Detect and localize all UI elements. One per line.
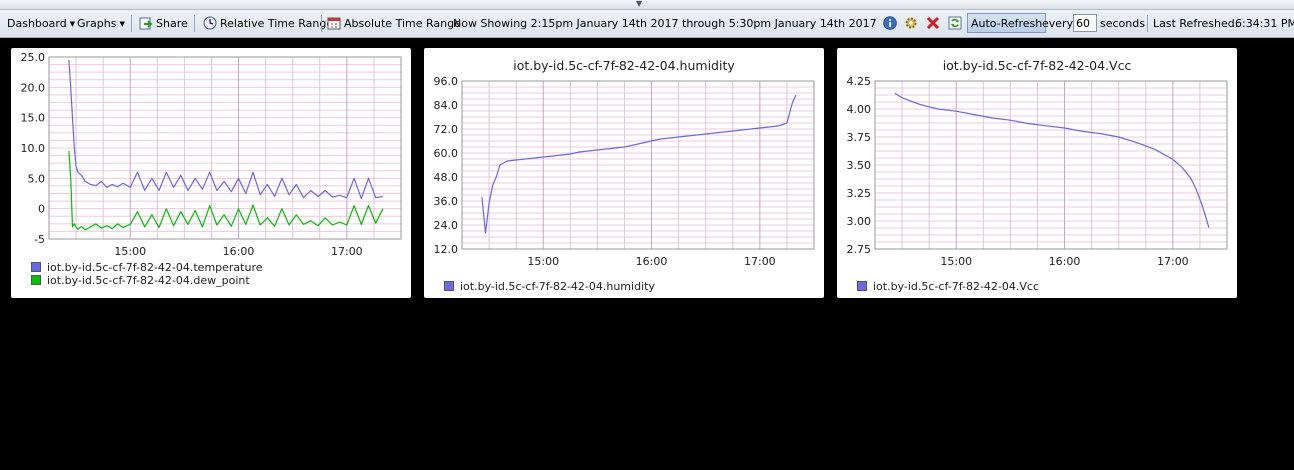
absolute-time-range-label: Absolute Time Range: [344, 17, 461, 30]
graph-panel-humidity[interactable]: 96.0 84.0 72.0 60.0 48.0 36.0 24.0 12.0 15:00 16:…: [424, 48, 824, 298]
graphs-menu-label: Graphs: [77, 17, 117, 30]
share-button[interactable]: Share: [139, 10, 188, 37]
legend-item[interactable]: iot.by-id.5c-cf-7f-82-42-04.Vcc: [857, 280, 1039, 293]
y-tick-label: 3.25: [847, 187, 872, 200]
y-tick-label: 96.0: [434, 75, 459, 88]
gear-icon: [904, 13, 918, 29]
legend-label: iot.by-id.5c-cf-7f-82-42-04.dew_point: [47, 274, 250, 287]
refresh-interval-input[interactable]: [1073, 14, 1097, 32]
dropdown-caret-icon: ▼: [119, 20, 125, 28]
info-icon: [883, 13, 897, 30]
y-tick-label: 60.0: [434, 147, 459, 160]
every-label: every: [1042, 17, 1074, 30]
legend-swatch: [31, 262, 41, 272]
refresh-button[interactable]: [948, 10, 965, 37]
relative-time-range-button[interactable]: Relative Time Range: [203, 10, 333, 37]
y-tick-label: 3.75: [847, 131, 872, 144]
toolbar: Dashboard ▼ Graphs ▼ Share Relative Time R…: [0, 10, 1294, 38]
refresh-icon: [948, 13, 962, 30]
info-button[interactable]: [883, 10, 900, 37]
y-tick-label: 48.0: [434, 171, 459, 184]
y-tick-label: 5.0: [28, 172, 46, 185]
graphs-menu[interactable]: Graphs ▼: [77, 10, 125, 37]
x-tick-label: 16:00: [636, 255, 668, 268]
calendar-icon: [327, 13, 341, 30]
vcc-chart[interactable]: 4.25 4.00 3.75 3.50 3.25 3.00 2.75 15:00 16:00 17…: [837, 48, 1237, 298]
x-tick-label: 17:00: [1157, 255, 1189, 268]
settings-button[interactable]: [904, 10, 921, 37]
toolbar-separator: [194, 15, 195, 32]
share-icon: [139, 13, 153, 30]
toolbar-separator: [321, 15, 322, 32]
dashboard-menu[interactable]: Dashboard ▼: [7, 10, 75, 37]
graph-panel-vcc[interactable]: 4.25 4.00 3.75 3.50 3.25 3.00 2.75 15:00 16:00 17…: [837, 48, 1237, 298]
plot-area: [48, 56, 402, 240]
dashboard-menu-label: Dashboard: [7, 17, 67, 30]
auto-refresh-toggle[interactable]: Auto-Refresh: [967, 13, 1047, 33]
chart-legend: iot.by-id.5c-cf-7f-82-42-04.humidity: [444, 280, 655, 293]
collapse-handle-icon[interactable]: ▼: [636, 0, 643, 8]
x-tick-label: 17:00: [331, 245, 363, 258]
legend-item[interactable]: iot.by-id.5c-cf-7f-82-42-04.humidity: [444, 280, 655, 293]
legend-label: iot.by-id.5c-cf-7f-82-42-04.humidity: [460, 280, 655, 293]
x-tick-label: 17:00: [744, 255, 776, 268]
y-tick-label: 36.0: [434, 195, 459, 208]
y-tick-label: 4.25: [847, 75, 872, 88]
last-refreshed-label: Last Refreshed:: [1153, 17, 1239, 30]
last-refreshed-value: 6:34:31 PM: [1235, 17, 1294, 30]
y-tick-label: 15.0: [21, 112, 46, 125]
plot-area: [461, 80, 815, 250]
chart-legend: iot.by-id.5c-cf-7f-82-42-04.Vcc: [857, 280, 1039, 293]
legend-label: iot.by-id.5c-cf-7f-82-42-04.temperature: [47, 261, 263, 274]
series-line[interactable]: [894, 92, 1210, 228]
x-tick-label: 16:00: [223, 245, 255, 258]
x-tick-label: 15:00: [527, 255, 559, 268]
temperature-chart[interactable]: 25.0 20.0 15.0 10.0 5.0 0 -5 15:00 16:00 17:00: [11, 48, 411, 298]
legend-item[interactable]: iot.by-id.5c-cf-7f-82-42-04.temperature: [31, 261, 263, 274]
y-tick-label: 3.00: [847, 215, 872, 228]
series-line[interactable]: [481, 94, 797, 234]
toolbar-separator: [131, 15, 132, 32]
y-tick-label: 25.0: [21, 51, 46, 64]
chart-title: iot.by-id.5c-cf-7f-82-42-04.humidity: [513, 58, 735, 73]
legend-swatch: [444, 281, 454, 291]
plot-area: [874, 80, 1228, 250]
graph-panel-temperature[interactable]: 25.0 20.0 15.0 10.0 5.0 0 -5 15:00 16:00 17:00 io…: [11, 48, 411, 298]
delete-button[interactable]: [926, 10, 943, 37]
relative-time-range-label: Relative Time Range: [220, 17, 334, 30]
y-tick-label: 3.50: [847, 159, 872, 172]
share-label: Share: [156, 17, 188, 30]
chart-title: iot.by-id.5c-cf-7f-82-42-04.Vcc: [942, 58, 1132, 73]
series-line[interactable]: [68, 59, 383, 199]
x-tick-label: 15:00: [940, 255, 972, 268]
y-tick-label: 0: [38, 203, 45, 216]
seconds-label: seconds: [1100, 17, 1145, 30]
humidity-chart[interactable]: 96.0 84.0 72.0 60.0 48.0 36.0 24.0 12.0 15:00 16:…: [424, 48, 824, 298]
toolbar-separator: [1147, 15, 1148, 32]
x-tick-label: 15:00: [114, 245, 146, 258]
legend-swatch: [31, 275, 41, 285]
series-line[interactable]: [68, 150, 384, 231]
legend-swatch: [857, 281, 867, 291]
y-tick-label: 10.0: [21, 142, 46, 155]
delete-icon: [926, 13, 940, 30]
y-tick-label: 2.75: [847, 243, 872, 256]
now-showing-text: Now Showing 2:15pm January 14th 2017 thr…: [453, 17, 877, 30]
y-tick-label: -5: [34, 233, 45, 246]
y-tick-label: 24.0: [434, 219, 459, 232]
y-tick-label: 84.0: [434, 99, 459, 112]
y-tick-label: 4.00: [847, 103, 872, 116]
y-tick-label: 72.0: [434, 123, 459, 136]
chart-legend: iot.by-id.5c-cf-7f-82-42-04.temperature …: [31, 261, 263, 287]
y-tick-label: 20.0: [21, 81, 46, 94]
legend-item[interactable]: iot.by-id.5c-cf-7f-82-42-04.dew_point: [31, 274, 263, 287]
collapse-strip[interactable]: ▼: [0, 0, 1294, 10]
x-tick-label: 16:00: [1049, 255, 1081, 268]
legend-label: iot.by-id.5c-cf-7f-82-42-04.Vcc: [873, 280, 1039, 293]
dropdown-caret-icon: ▼: [69, 20, 76, 28]
y-tick-label: 12.0: [434, 243, 459, 256]
clock-icon: [203, 13, 217, 30]
absolute-time-range-button[interactable]: Absolute Time Range: [327, 10, 461, 37]
